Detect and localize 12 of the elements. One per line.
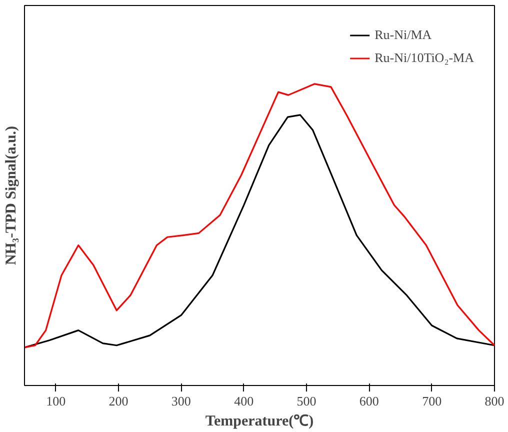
- x-tick-label: 400: [234, 394, 254, 408]
- x-tick-label: 800: [484, 394, 504, 408]
- x-tick-label: 700: [422, 394, 442, 408]
- x-tick-label: 500: [296, 394, 316, 408]
- legend-label: Ru-Ni/MA: [374, 27, 432, 43]
- x-tick-label: 200: [108, 394, 128, 408]
- y-axis-title: NH₃-TPD Signal(a.u.): [4, 126, 20, 266]
- legend-label: Ru-Ni/10TiO₂-MA: [374, 50, 474, 66]
- x-axis-title: Temperature(℃): [205, 414, 314, 430]
- x-tick-label: 600: [359, 394, 379, 408]
- x-tick-label: 100: [46, 394, 66, 408]
- x-tick-label: 300: [171, 394, 191, 408]
